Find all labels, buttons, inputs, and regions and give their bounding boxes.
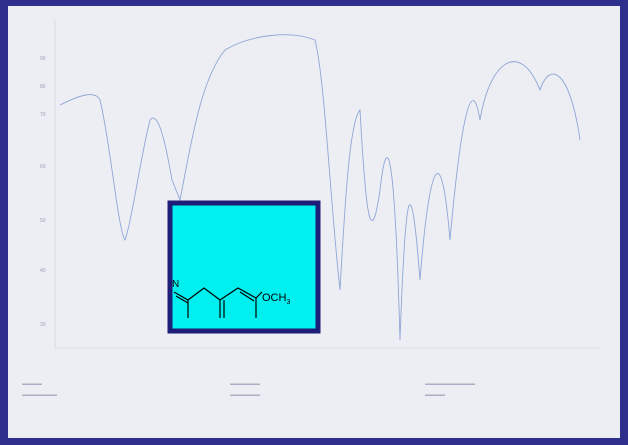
svg-text:90: 90 — [40, 56, 46, 62]
svg-text:▬▬▬▬▬▬▬▬▬▬: ▬▬▬▬▬▬▬▬▬▬ — [425, 381, 475, 387]
svg-text:▬▬▬▬▬▬: ▬▬▬▬▬▬ — [230, 392, 260, 398]
screenshot: 908070 60504030 ▬▬▬▬▬▬▬▬▬▬▬ ▬▬▬▬▬▬▬▬▬▬▬▬… — [0, 0, 628, 445]
group-text: OCH — [262, 292, 287, 304]
svg-text:50: 50 — [40, 218, 46, 224]
svg-text:30: 30 — [40, 322, 46, 328]
atom-label: N — [172, 279, 179, 290]
svg-text:▬▬▬▬: ▬▬▬▬ — [425, 392, 445, 398]
svg-text:60: 60 — [40, 164, 46, 170]
page: 908070 60504030 ▬▬▬▬▬▬▬▬▬▬▬ ▬▬▬▬▬▬▬▬▬▬▬▬… — [0, 0, 628, 445]
svg-text:▬▬▬▬: ▬▬▬▬ — [22, 381, 42, 387]
group-subscript: 3 — [286, 299, 290, 306]
svg-text:▬▬▬▬▬▬: ▬▬▬▬▬▬ — [230, 381, 260, 387]
structure-box — [170, 203, 318, 331]
svg-text:▬▬▬▬▬▬▬: ▬▬▬▬▬▬▬ — [22, 392, 57, 398]
svg-text:40: 40 — [40, 268, 46, 274]
group-label: OCH3 — [262, 292, 290, 306]
svg-text:70: 70 — [40, 112, 46, 118]
svg-text:80: 80 — [40, 84, 46, 90]
